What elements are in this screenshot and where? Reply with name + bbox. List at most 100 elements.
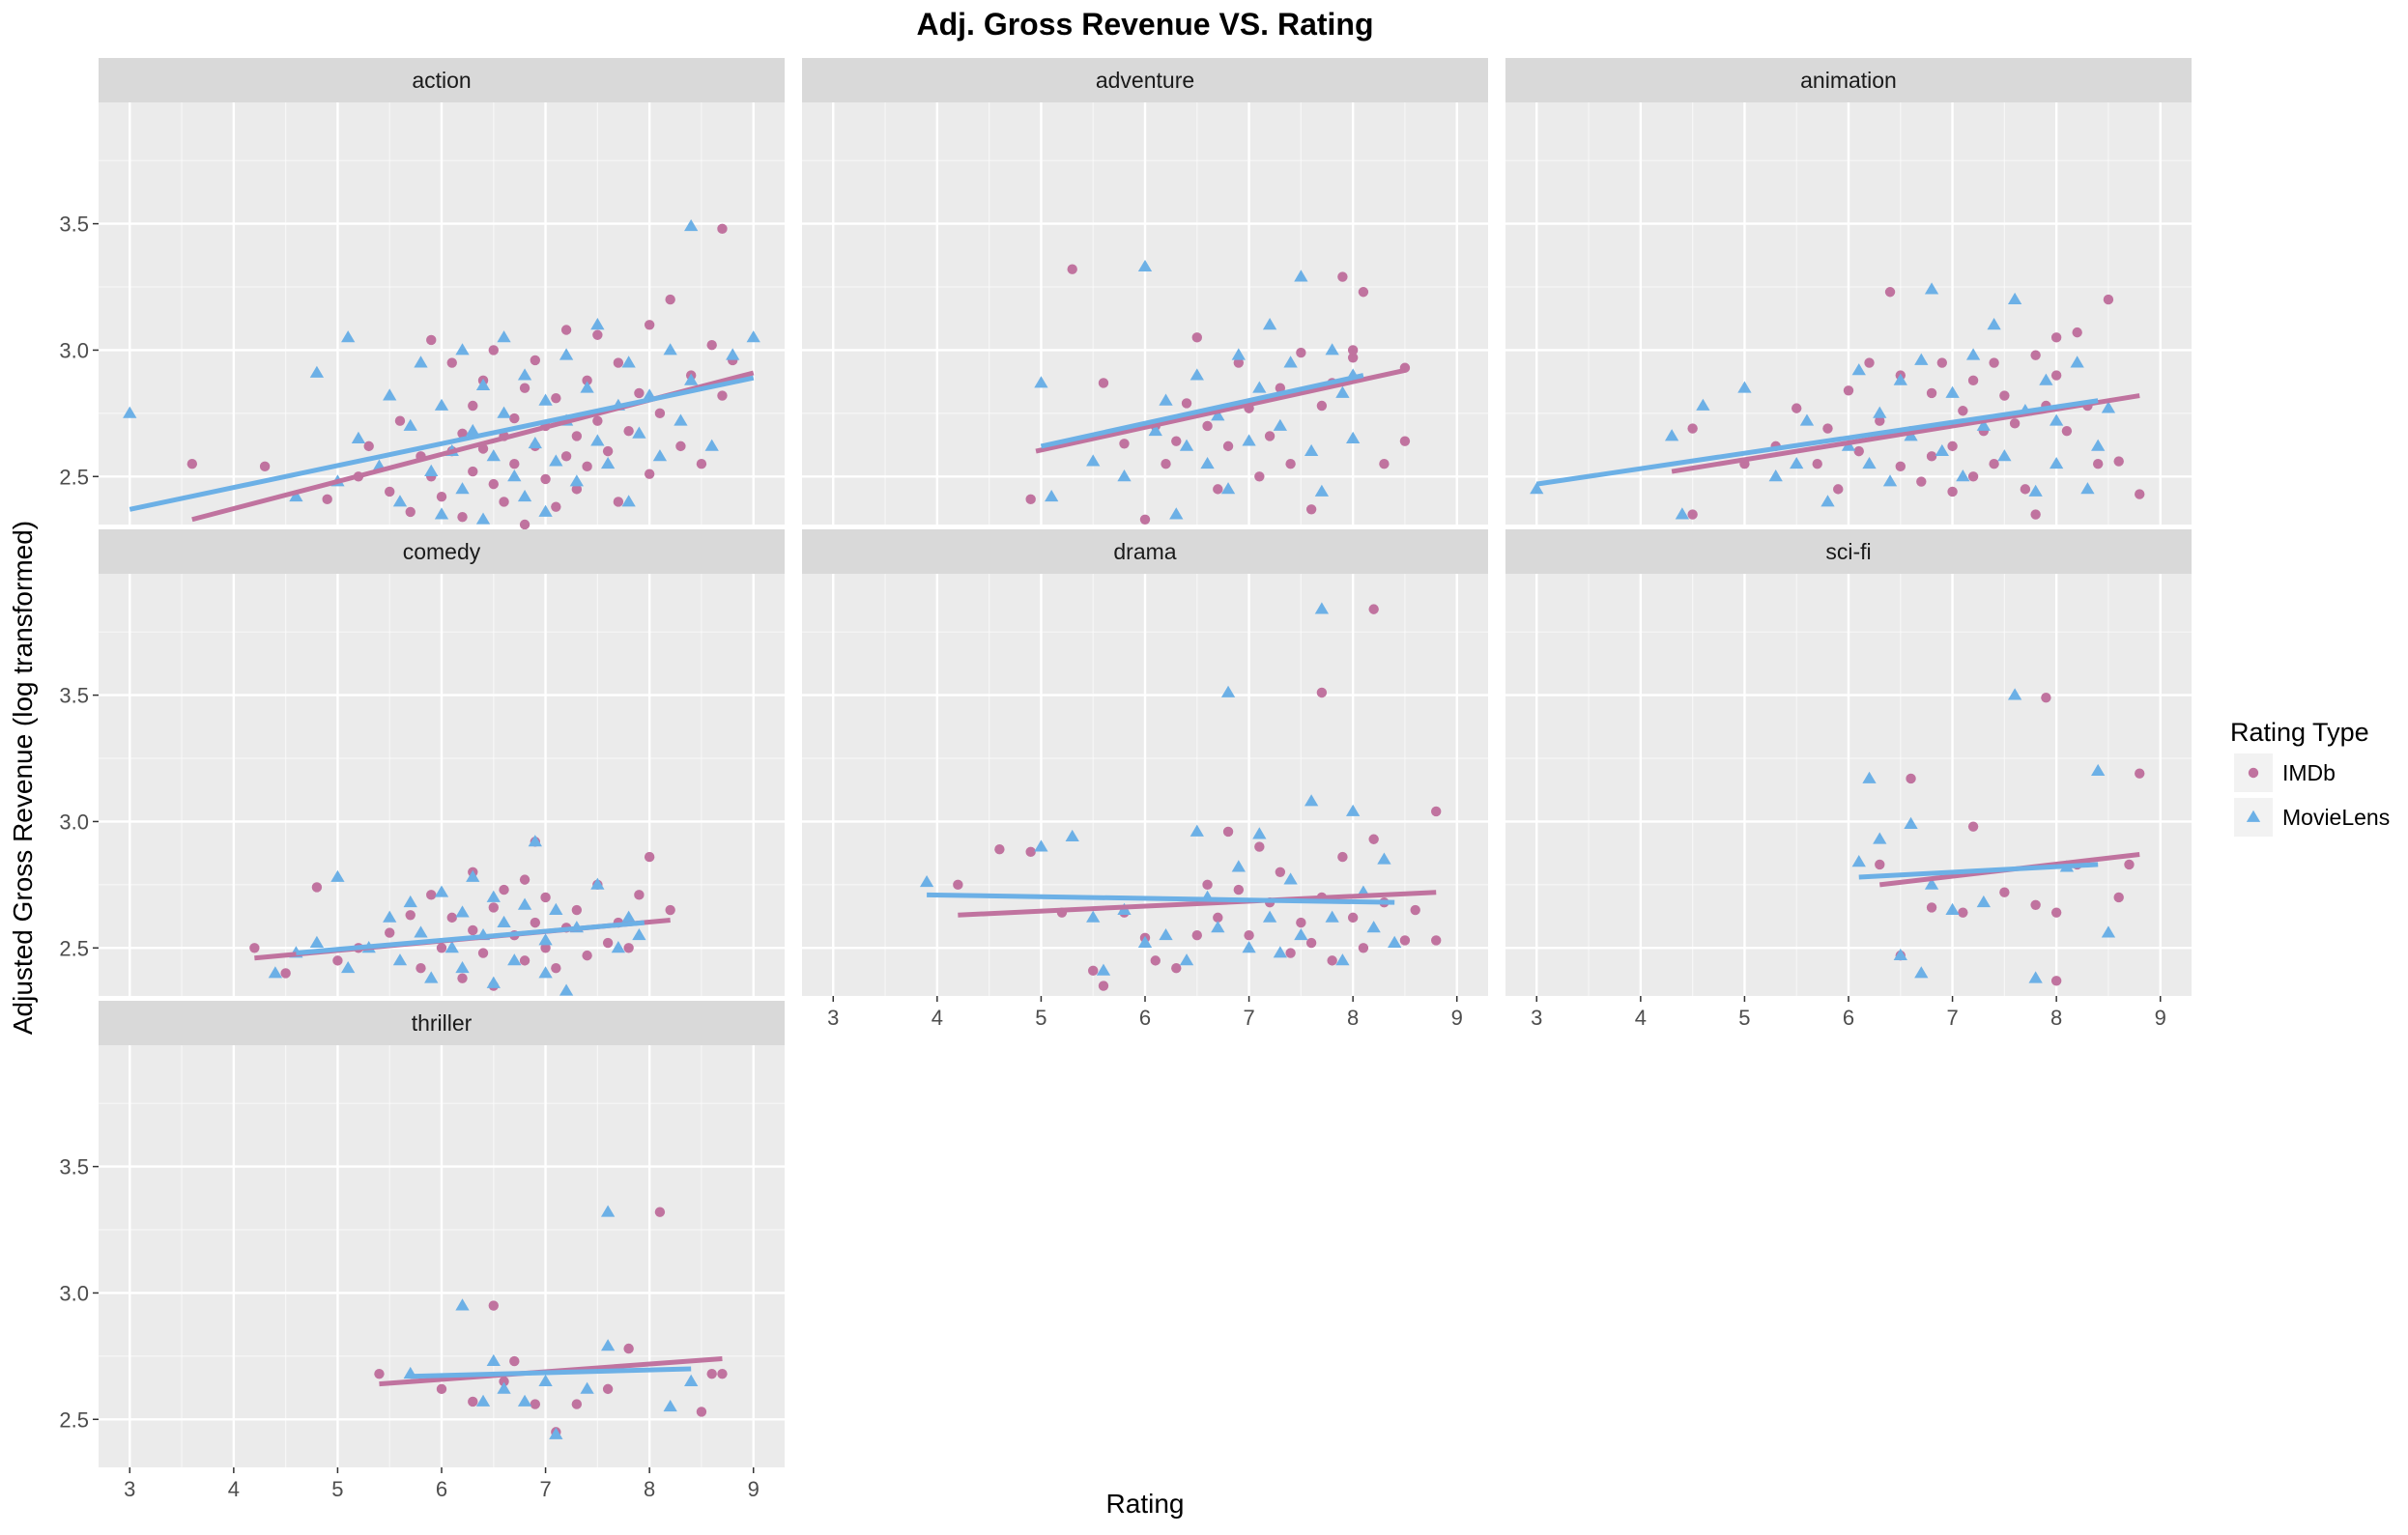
x-tick-label: 4 — [932, 1006, 943, 1030]
movielens-point — [1190, 824, 1204, 837]
movielens-point — [1169, 507, 1184, 520]
imdb-point — [1926, 451, 1937, 462]
movielens-point — [1294, 927, 1308, 941]
movielens-point — [538, 504, 553, 517]
movielens-point — [1096, 963, 1111, 976]
imdb-point — [2135, 768, 2145, 779]
y-tick-label: 3.5 — [59, 684, 89, 708]
movielens-point — [309, 935, 325, 948]
imdb-point — [1202, 879, 1213, 891]
movielens-point — [434, 398, 449, 411]
movielens-point — [1675, 507, 1690, 520]
imdb-point — [259, 461, 271, 472]
movielens-point — [1325, 343, 1339, 355]
imdb-point — [1792, 403, 1802, 413]
movielens-point — [580, 381, 594, 393]
imdb-point — [1399, 436, 1411, 446]
imdb-point — [717, 223, 728, 235]
movielens-point — [1283, 872, 1298, 885]
movielens-point — [549, 454, 563, 467]
imdb-point — [509, 458, 520, 469]
imdb-point — [623, 1343, 634, 1354]
legend-key-movielens — [2246, 810, 2261, 822]
movielens-point — [559, 348, 574, 360]
imdb-point — [1285, 948, 1296, 958]
movielens-point — [590, 318, 605, 330]
movielens-point — [1294, 270, 1308, 282]
movielens-point — [1262, 910, 1277, 923]
imdb-point — [634, 387, 645, 399]
imdb-point — [634, 890, 645, 900]
movielens-trend-line — [1858, 862, 2099, 880]
imdb-point — [280, 968, 291, 979]
imdb-point — [468, 466, 478, 477]
movielens-point — [2007, 292, 2022, 305]
movielens-point — [455, 1298, 470, 1311]
movielens-point — [1530, 482, 1544, 495]
imdb-point — [1213, 912, 1223, 924]
movielens-point — [1262, 318, 1277, 330]
imdb-point — [540, 892, 551, 903]
x-tick-label: 5 — [331, 1477, 343, 1501]
movielens-point — [663, 343, 677, 355]
movielens-point — [497, 1381, 511, 1394]
imdb-point — [2050, 370, 2062, 381]
imdb-point — [540, 473, 551, 485]
legend: Rating Type IMDb MovieLens — [2230, 718, 2390, 837]
chart-title: Adj. Gross Revenue VS. Rating — [917, 7, 1374, 42]
movielens-point — [559, 983, 574, 996]
imdb-point — [1222, 826, 1234, 838]
imdb-point — [644, 469, 655, 479]
movielens-point — [475, 1394, 491, 1407]
imdb-point — [1358, 943, 1369, 953]
movielens-point — [434, 507, 449, 520]
imdb-point — [592, 415, 603, 426]
imdb-point — [1399, 935, 1411, 946]
movielens-point — [1924, 877, 1939, 890]
movielens-point — [434, 885, 449, 897]
movielens-point — [569, 474, 584, 487]
imdb-point — [1947, 486, 1958, 497]
legend-title: Rating Type — [2230, 718, 2369, 747]
movielens-point — [2101, 401, 2116, 413]
movielens-point — [528, 437, 542, 449]
movielens-point — [414, 355, 428, 368]
imdb-point — [488, 1300, 499, 1311]
movielens-point — [1304, 443, 1319, 457]
imdb-point — [499, 1376, 509, 1387]
imdb-point — [1368, 834, 1379, 844]
movielens-point — [1377, 852, 1391, 865]
facet-strip-label: animation — [1800, 68, 1897, 93]
imdb-point — [696, 1407, 707, 1417]
x-tick-label: 6 — [436, 1477, 447, 1501]
imdb-point — [1202, 420, 1213, 432]
imdb-point — [530, 355, 541, 366]
imdb-point — [1191, 929, 1202, 941]
movielens-point — [1820, 495, 1835, 507]
imdb-point — [571, 431, 583, 441]
movielens-point — [2039, 373, 2053, 385]
imdb-point — [2135, 489, 2145, 499]
imdb-point — [1305, 504, 1317, 515]
movielens-point — [684, 373, 699, 385]
x-tick-label: 6 — [1843, 1006, 1854, 1030]
movielens-point — [580, 1381, 594, 1394]
movielens-point — [1086, 454, 1101, 467]
imdb-point — [1316, 687, 1328, 698]
x-tick-label: 9 — [1451, 1006, 1463, 1030]
movielens-point — [1231, 348, 1246, 360]
movielens-point — [1664, 429, 1679, 441]
movielens-point — [611, 941, 626, 953]
imdb-point — [2050, 976, 2062, 986]
imdb-point — [665, 904, 675, 916]
movielens-point — [1117, 469, 1132, 482]
imdb-point — [2030, 350, 2041, 360]
movielens-point — [1086, 910, 1101, 923]
imdb-point — [953, 879, 963, 891]
imdb-point — [499, 497, 509, 507]
imdb-point — [644, 320, 655, 330]
movielens-point — [383, 910, 397, 923]
imdb-point — [1316, 400, 1328, 412]
imdb-point — [1906, 773, 1916, 784]
facet-strip-label: drama — [1113, 539, 1176, 564]
